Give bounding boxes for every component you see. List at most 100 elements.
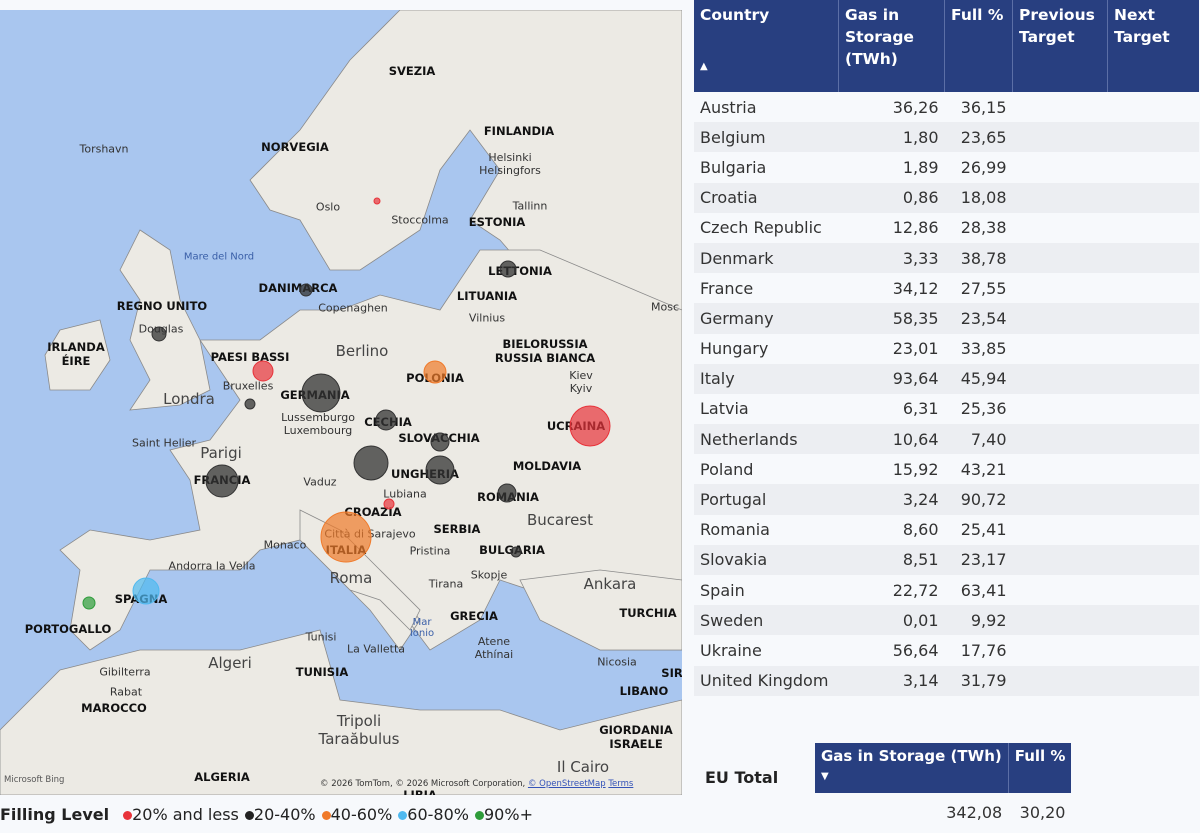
cell-full: 25,36 — [944, 393, 1013, 425]
storage-bubble[interactable] — [132, 577, 160, 605]
table-row[interactable]: France 34,12 27,55 — [694, 273, 1199, 304]
cell-country: Belgium — [694, 122, 839, 153]
cell-full: 31,79 — [944, 665, 1013, 696]
cell-country: France — [694, 273, 839, 304]
storage-bubble[interactable] — [425, 455, 455, 485]
city-label: Bruxelles — [222, 379, 274, 393]
col-prev-target[interactable]: Previous Target — [1012, 0, 1108, 92]
city-label: Londra — [163, 390, 215, 408]
cell-gas: 3,24 — [838, 484, 945, 515]
cell-prev — [1012, 484, 1108, 515]
table-row[interactable]: Bulgaria 1,89 26,99 — [694, 152, 1199, 183]
country-label: GRECIA — [450, 609, 498, 623]
storage-bubble[interactable] — [252, 360, 274, 382]
cell-full: 43,21 — [944, 454, 1013, 485]
legend-label: 60-80% — [407, 805, 469, 824]
cell-country: Romania — [694, 514, 839, 545]
osm-link[interactable]: © OpenStreetMap — [527, 779, 606, 789]
country-label: DANIMARCA — [258, 281, 338, 295]
table-row[interactable]: Ukraine 56,64 17,76 — [694, 635, 1199, 666]
storage-bubble[interactable] — [430, 432, 450, 452]
col-next-target[interactable]: Next Target — [1107, 0, 1199, 92]
storage-bubble[interactable] — [244, 398, 256, 410]
table-row[interactable]: Spain 22,72 63,41 — [694, 575, 1199, 606]
cell-gas: 56,64 — [838, 635, 945, 666]
storage-bubble[interactable] — [373, 197, 381, 205]
storage-bubble[interactable] — [497, 483, 517, 503]
storage-bubble[interactable] — [320, 511, 372, 563]
storage-bubble[interactable] — [151, 326, 167, 342]
table-row[interactable]: Belgium 1,80 23,65 — [694, 122, 1199, 153]
legend-title: Filling Level — [0, 805, 110, 824]
cell-full: 25,41 — [944, 514, 1013, 545]
legend-label: 20% and less — [132, 805, 239, 824]
storage-bubble[interactable] — [510, 546, 522, 558]
eu-gas-value: 342,08 — [946, 803, 1003, 822]
col-country[interactable]: Country ▲ — [694, 0, 839, 92]
cell-country: Hungary — [694, 333, 839, 364]
cell-prev — [1012, 182, 1108, 213]
cell-country: Germany — [694, 303, 839, 334]
terms-link[interactable]: Terms — [608, 779, 634, 789]
city-label: Skopje — [470, 568, 508, 582]
cell-prev — [1012, 333, 1108, 364]
storage-bubble[interactable] — [423, 360, 447, 384]
storage-bubble[interactable] — [205, 464, 239, 498]
storage-bubble[interactable] — [299, 283, 313, 297]
cell-next — [1107, 635, 1199, 666]
eu-col-gas[interactable]: Gas in Storage (TWh) ▼ — [815, 743, 1009, 793]
cell-gas: 34,12 — [838, 273, 945, 304]
cell-gas: 0,86 — [838, 182, 945, 213]
map[interactable]: SVEZIA NORVEGIA FINLANDIA ESTONIA LETTONIA LI… — [0, 10, 682, 795]
city-label: Lubiana — [383, 487, 427, 501]
cell-next — [1107, 575, 1199, 606]
storage-bubble[interactable] — [569, 405, 611, 447]
table-row[interactable]: Austria 36,26 36,15 — [694, 92, 1199, 123]
cell-full: 63,41 — [944, 575, 1013, 606]
col-full[interactable]: Full % — [944, 0, 1013, 92]
cell-next — [1107, 393, 1199, 425]
table-row[interactable]: Netherlands 10,64 7,40 — [694, 424, 1199, 455]
table-row[interactable]: Latvia 6,31 25,36 — [694, 393, 1199, 425]
storage-bubble[interactable] — [353, 445, 389, 481]
country-label: REGNO UNITO — [116, 299, 208, 313]
table-row[interactable]: Poland 15,92 43,21 — [694, 454, 1199, 485]
cell-prev — [1012, 514, 1108, 545]
table-row[interactable]: United Kingdom 3,14 31,79 — [694, 665, 1199, 696]
cell-full: 17,76 — [944, 635, 1013, 666]
table-row[interactable]: Italy 93,64 45,94 — [694, 363, 1199, 394]
storage-bubble[interactable] — [383, 498, 395, 510]
city-label: Torshavn — [79, 142, 129, 156]
table-row[interactable]: Denmark 3,33 38,78 — [694, 242, 1199, 274]
city-label: Roma — [329, 569, 373, 587]
cell-next — [1107, 152, 1199, 183]
storage-bubble[interactable] — [375, 409, 397, 431]
col-gas[interactable]: Gas in Storage (TWh) — [838, 0, 945, 92]
storage-bubble[interactable] — [82, 596, 96, 610]
sort-descending-icon[interactable]: ▼ — [821, 771, 829, 782]
table-row[interactable]: Germany 58,35 23,54 — [694, 303, 1199, 334]
table-row[interactable]: Slovakia 8,51 23,17 — [694, 544, 1199, 575]
sea-label: Mar Ionio — [409, 617, 435, 639]
table-row[interactable]: Czech Republic 12,86 28,38 — [694, 212, 1199, 243]
country-label: SVEZIA — [388, 64, 436, 78]
city-label: Tallinn — [512, 199, 548, 213]
cell-next — [1107, 665, 1199, 696]
country-label: MOLDAVIA — [512, 459, 582, 473]
table-row[interactable]: Hungary 23,01 33,85 — [694, 333, 1199, 364]
city-label: Saint Helier — [131, 436, 197, 450]
storage-bubble[interactable] — [499, 260, 517, 278]
sort-ascending-icon[interactable]: ▲ — [700, 61, 708, 72]
city-label: Ankara — [583, 575, 637, 593]
table-row[interactable]: Croatia 0,86 18,08 — [694, 182, 1199, 213]
city-label: Kiev Kyiv — [569, 369, 593, 395]
table-row[interactable]: Sweden 0,01 9,92 — [694, 605, 1199, 636]
storage-bubble[interactable] — [301, 373, 341, 413]
table-row[interactable]: Romania 8,60 25,41 — [694, 514, 1199, 545]
eu-col-full[interactable]: Full % — [1007, 743, 1072, 793]
city-label: Parigi — [200, 444, 242, 462]
table-row[interactable]: Portugal 3,24 90,72 — [694, 484, 1199, 515]
country-label: GIORDANIA ISRAELE — [599, 723, 673, 751]
cell-prev — [1012, 454, 1108, 485]
cell-country: Poland — [694, 454, 839, 485]
